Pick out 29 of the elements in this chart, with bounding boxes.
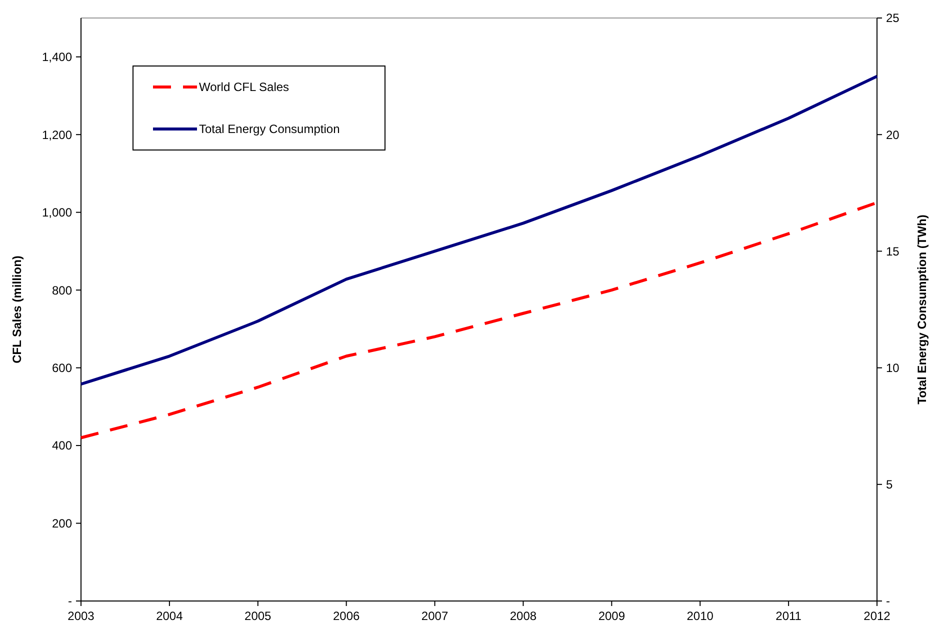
y2-axis-title: Total Energy Consumption (TWh) [915,214,929,404]
x-tick-label: 2006 [332,609,360,623]
legend-label: World CFL Sales [199,80,290,94]
x-tick-label: 2011 [776,609,802,623]
y2-tick-label: 10 [886,361,900,375]
y-tick-label: 1,000 [42,206,72,220]
y-tick-label: 1,400 [42,50,72,64]
line-series [80,74,878,386]
legend-label: Total Energy Consumption [199,122,340,136]
x-tick-label: 2012 [864,609,891,623]
y2-tick-label: 15 [886,244,900,258]
y2-tick-label: 5 [886,478,893,492]
y-tick-label: - [68,594,72,608]
y2-tick-label: 20 [886,128,900,142]
y-tick-label: 1,200 [42,128,72,142]
x-tick-label: 2007 [421,609,448,623]
y-tick-label: 400 [52,438,72,453]
x-tick-label: 2005 [244,609,272,623]
x-tick-label: 2010 [686,609,714,623]
x-tick-label: 2003 [68,609,95,623]
y-tick-label: 600 [52,361,72,375]
y-axis-title: CFL Sales (million) [10,256,24,364]
x-tick-label: 2004 [156,609,184,623]
y-tick-label: 800 [52,283,72,298]
y-tick-label: 200 [52,516,72,530]
y2-tick-label: 25 [886,11,900,26]
y2-tick-label: - [886,594,890,608]
x-tick-label: 2009 [598,609,626,623]
x-tick-label: 2008 [510,609,537,623]
